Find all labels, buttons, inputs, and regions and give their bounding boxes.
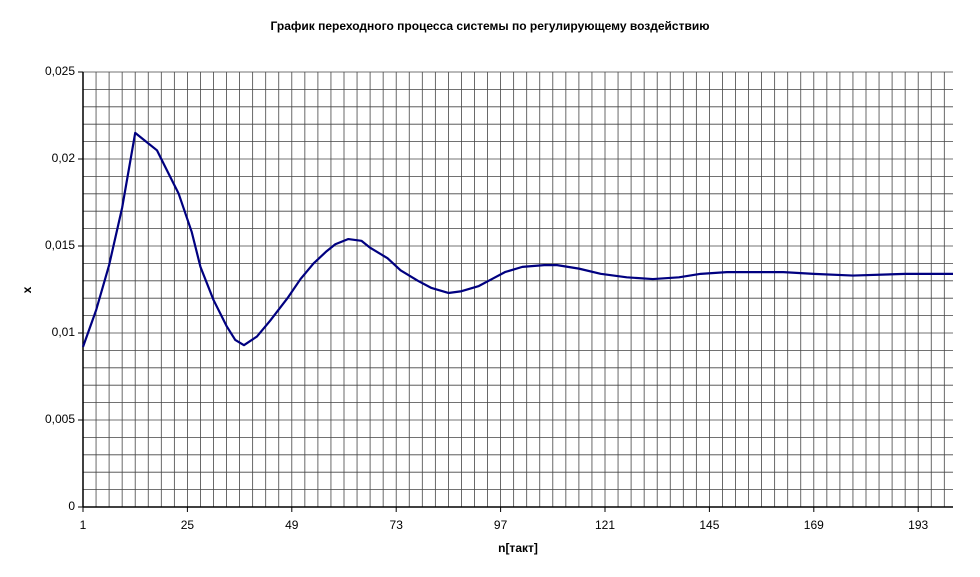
y-tick-label: 0,005 <box>45 412 75 426</box>
chart-title: График переходного процесса системы по р… <box>271 19 710 33</box>
x-tick-label: 49 <box>285 518 299 532</box>
x-tick-label: 169 <box>804 518 824 532</box>
y-tick-label: 0,02 <box>52 151 76 165</box>
x-tick-label: 73 <box>390 518 404 532</box>
y-axis-label: x <box>20 286 34 293</box>
x-tick-label: 145 <box>699 518 719 532</box>
x-tick-label: 1 <box>80 518 87 532</box>
x-tick-label: 193 <box>908 518 928 532</box>
x-tick-label: 121 <box>595 518 615 532</box>
y-tick-label: 0,01 <box>52 325 76 339</box>
x-tick-label: 97 <box>494 518 508 532</box>
x-tick-label: 25 <box>181 518 195 532</box>
y-tick-label: 0 <box>68 499 75 513</box>
data-line <box>81 131 953 348</box>
x-axis-label: n[такт] <box>498 541 538 555</box>
y-tick-label: 0,015 <box>45 238 75 252</box>
y-tick-label: 0,025 <box>45 64 75 78</box>
